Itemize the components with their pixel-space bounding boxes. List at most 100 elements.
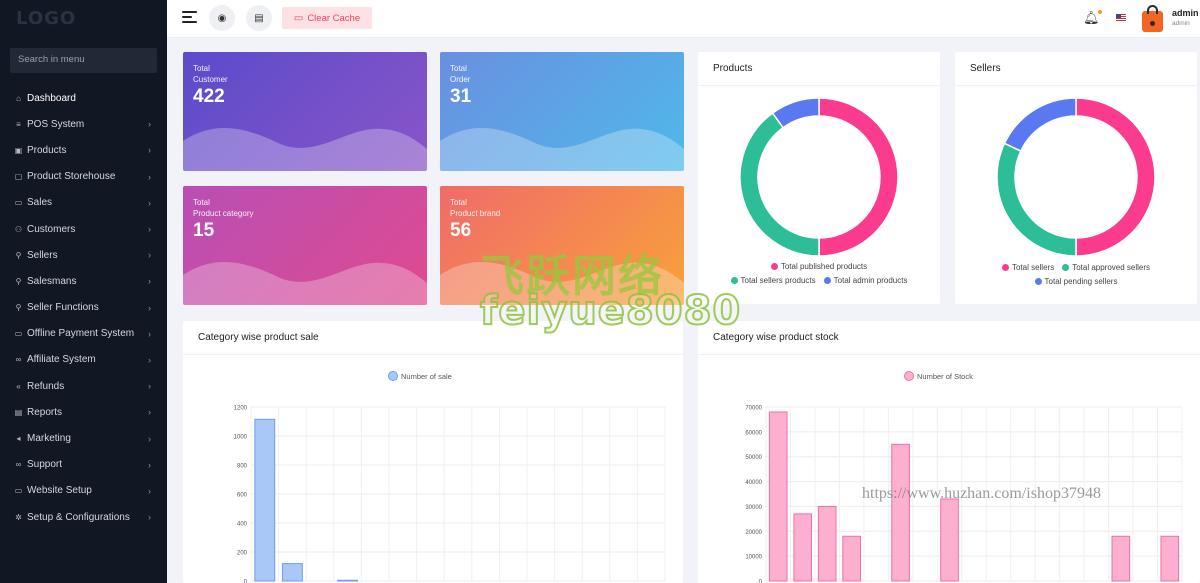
topbar: ◉ ▤ ▭ Clear Cache 🔔︎ admin admin [167,0,1200,38]
chevron-right-icon: › [148,276,151,287]
user-icon: ⚲ [15,250,22,260]
watermark-url: https://www.huzhan.com/ishop37948 [862,485,1101,502]
products-panel: Products Total published products Total … [698,52,940,304]
chevron-right-icon: › [148,328,151,339]
hamburger-menu-icon[interactable] [182,11,197,25]
legend-label: Number of sale [401,372,452,381]
wave-decoration [183,262,427,305]
user-name[interactable]: admin [1172,8,1199,18]
bar[interactable] [891,443,910,582]
bar[interactable] [940,498,959,582]
sidebar-item-pos-system[interactable]: ≡ POS System › [0,111,167,137]
list-icon: ≡ [16,119,21,129]
bar[interactable] [793,513,813,582]
sidebar-item-label: Seller Functions [27,302,99,314]
stat-sublabel: Product brand [450,209,501,218]
avatar[interactable] [1141,4,1164,33]
link-icon: ∞ [15,355,22,365]
sidebar-item-reports[interactable]: ▤ Reports › [0,399,167,425]
y-tick-label: 1200 [234,406,248,412]
stat-label: Total [193,198,210,207]
sidebar-item-setup-configurations[interactable]: ✲ Setup & Configurations › [0,504,167,530]
users-icon: ⚇ [14,224,23,234]
chevron-right-icon: › [148,171,151,182]
chart-legend[interactable]: Number of sale [388,371,452,382]
sidebar-item-label: Offline Payment System [27,328,135,340]
sidebar-item-offline-payment-system[interactable]: ▭ Offline Payment System › [0,321,167,347]
sidebar-item-sales[interactable]: ▭ Sales › [0,190,167,216]
sidebar-item-dashboard[interactable]: ⌂ Dashboard [0,85,167,111]
watermark-chinese: 飞跃网络 [480,251,664,302]
sidebar-item-product-storehouse[interactable]: ▢ Product Storehouse › [0,164,167,190]
legend-item[interactable]: Total pending sellers [1034,277,1117,286]
bar[interactable] [337,579,359,582]
sidebar-item-salesmans[interactable]: ⚲ Salesmans › [0,268,167,294]
sidebar-item-products[interactable]: ▣ Products › [0,137,167,163]
sidebar-item-seller-functions[interactable]: ⚲ Seller Functions › [0,295,167,321]
menu-search-input[interactable]: Search in menu [10,48,157,73]
donut-slice[interactable] [996,142,1077,257]
logo[interactable]: LOGO [0,0,167,38]
legend-item[interactable]: Total sellers products [730,276,816,285]
sidebar-item-customers[interactable]: ⚇ Customers › [0,216,167,242]
chart-legend[interactable]: Number of Stock [904,371,974,382]
bar[interactable] [1111,535,1131,582]
sidebar-item-website-setup[interactable]: ▭ Website Setup › [0,478,167,504]
legend-swatch [388,371,398,381]
bar[interactable] [768,411,788,582]
sidebar-item-label: Setup & Configurations [27,511,130,523]
sidebar-item-affiliate-system[interactable]: ∞ Affiliate System › [0,347,167,373]
bar[interactable] [281,563,303,582]
sellers-donut-chart [996,97,1156,257]
user-icon: ⚲ [15,276,22,286]
donut-slice[interactable] [739,112,820,257]
browse-website-button[interactable]: ◉ [209,5,235,31]
sidebar-item-sellers[interactable]: ⚲ Sellers › [0,242,167,268]
chevron-right-icon: › [148,224,151,235]
legend-item[interactable]: Total sellers [1001,263,1054,272]
notification-bell-icon[interactable]: 🔔︎ [1083,10,1102,25]
link-icon: ∞ [15,460,22,470]
language-flag-icon[interactable] [1116,14,1126,22]
legend-item[interactable]: Total approved sellers [1062,263,1150,272]
stat-card-orders: Total Order 31 [440,52,684,171]
bar[interactable] [254,418,276,582]
sidebar-item-support[interactable]: ∞ Support › [0,452,167,478]
bar[interactable] [1160,535,1180,582]
sidebar-item-label: Website Setup [27,485,92,497]
bar[interactable] [817,505,837,582]
chevron-right-icon: › [148,119,151,130]
money-check-icon: ▭ [14,329,23,339]
category-stock-panel: Category wise product stock Number of St… [698,321,1200,583]
sidebar-item-label: Support [27,459,63,471]
notification-dot [1097,10,1102,14]
watermark-brand: feiyue8080 [479,287,742,335]
pos-button[interactable]: ▤ [246,5,272,31]
donut-slice[interactable] [1075,97,1156,257]
printer-icon: ▤ [254,12,264,24]
backward-icon: « [16,381,21,391]
stat-label: Total [450,198,467,207]
stat-value: 31 [450,86,472,107]
box-icon: ▢ [14,172,23,182]
clear-cache-button[interactable]: ▭ Clear Cache [282,7,372,29]
sidebar-item-label: Salesmans [27,275,77,287]
sidebar-item-marketing[interactable]: ◂ Marketing › [0,425,167,451]
chevron-right-icon: › [148,354,151,365]
sellers-panel: Sellers Total sellers Total approved sel… [955,52,1197,304]
panel-title: Category wise product sale [198,332,319,343]
user-role: admin [1172,20,1190,27]
donut-slice[interactable] [818,97,899,257]
y-tick-label: 200 [237,551,248,557]
legend-item[interactable]: Total published products [770,262,867,271]
legend-item[interactable]: Total admin products [823,276,907,285]
bar[interactable] [842,535,861,582]
desktop-icon: ▭ [14,486,23,496]
donut-slice[interactable] [771,97,820,129]
y-tick-label: 20000 [745,530,762,536]
donut-slice[interactable] [1003,97,1077,153]
sidebar-item-refunds[interactable]: « Refunds › [0,373,167,399]
stat-card-product-brand: Total Product brand 56 [440,186,684,305]
panel-title: Category wise product stock [713,332,839,343]
bullhorn-icon: ◂ [16,434,21,444]
